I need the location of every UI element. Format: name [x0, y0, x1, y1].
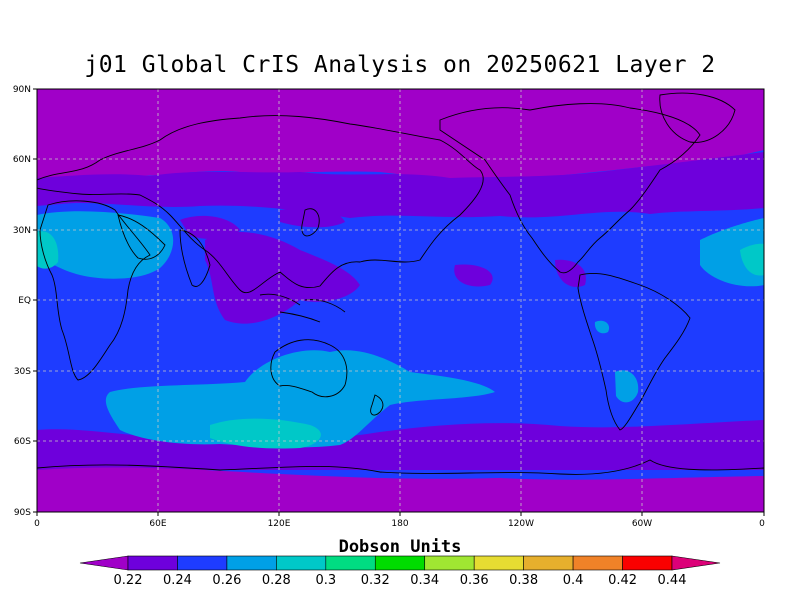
colorbar-swatch	[572, 555, 623, 571]
field-patch-central-america	[555, 259, 586, 288]
field-teal-atlantic	[740, 243, 764, 276]
coast-japan	[301, 208, 320, 237]
field-cyan-africa	[37, 211, 174, 279]
coast-new-zealand	[370, 394, 384, 416]
field-patch-asia	[180, 215, 240, 240]
lon-label: 180	[391, 519, 408, 529]
field-patch-pacific	[454, 264, 493, 287]
latitude-labels: 90N 60N 30N EQ 30S 60S 90S	[13, 85, 31, 518]
coast-africa	[39, 200, 151, 381]
coast-india	[179, 229, 211, 287]
colorbar-tick-label: 0.4	[563, 573, 584, 588]
field-north-band	[37, 152, 764, 218]
colorbar-swatch	[177, 555, 228, 571]
colorbar-swatch	[325, 555, 376, 571]
colorbar-tick-label: 0.42	[608, 573, 637, 588]
colorbar-swatch	[226, 555, 277, 571]
colorbar-arrow-left	[79, 555, 129, 571]
lat-label: 30N	[13, 226, 31, 236]
lon-label: 0	[759, 519, 765, 529]
colorbar-swatch	[276, 555, 327, 571]
lon-label: 120W	[508, 519, 534, 529]
coast-north-america	[439, 103, 701, 274]
lat-label: 60S	[14, 437, 31, 447]
colorbar-arrow-right	[671, 555, 721, 571]
field-south-band	[37, 420, 764, 470]
colorbar-tick-label: 0.38	[509, 573, 538, 588]
field-patch-pacific-north	[280, 208, 345, 228]
colorbar-swatch	[424, 555, 475, 571]
field-cyan-southern	[105, 350, 496, 448]
colorbar-tick-label: 0.28	[262, 573, 291, 588]
lon-label: 60E	[149, 519, 166, 529]
lat-label: 90S	[14, 508, 31, 518]
map-title: j01 Global CrIS Analysis on 20250621 Lay…	[84, 52, 716, 78]
lon-label: 120E	[268, 519, 291, 529]
colorbar-tick-label: 0.36	[460, 573, 489, 588]
coast-antarctica	[37, 459, 764, 475]
field-cyan-amazon	[594, 320, 610, 334]
lat-label: 60N	[13, 155, 31, 165]
map-grid	[37, 89, 764, 512]
field-teal-africa	[37, 231, 59, 269]
colorbar-title: Dobson Units	[338, 537, 462, 557]
coastlines	[37, 92, 764, 475]
lon-label: 60W	[632, 519, 652, 529]
lat-label: 30S	[14, 367, 31, 377]
lon-label: 0	[34, 519, 40, 529]
colorbar-tick-label: 0.3	[315, 573, 336, 588]
colorbar-tick-label: 0.34	[410, 573, 439, 588]
colorbar-swatch	[127, 555, 178, 571]
lat-label: 90N	[13, 85, 31, 95]
longitude-labels: 0 60E 120E 180 120W 60W 0	[34, 519, 765, 529]
coast-greenland	[659, 92, 736, 143]
coast-eurasia	[37, 115, 484, 293]
field-south-polar	[37, 467, 764, 512]
colorbar-tick-label: 0.24	[163, 573, 192, 588]
colorbar-tick-label: 0.22	[114, 573, 143, 588]
axis-ticks	[33, 88, 765, 516]
field-cyan-south-america	[615, 370, 639, 403]
colorbar-tick-label: 0.44	[658, 573, 687, 588]
coast-arabia	[117, 214, 166, 260]
ozone-field	[37, 89, 764, 512]
colorbar: 0.22 0.24 0.26 0.28 0.3 0.32 0.34 0.36 0.38 0.4 0.…	[79, 555, 721, 588]
colorbar-swatch	[622, 555, 673, 571]
coast-australia	[270, 339, 348, 398]
colorbar-swatch	[374, 555, 426, 571]
lat-label: EQ	[18, 296, 31, 306]
colorbar-swatch	[473, 555, 524, 571]
coast-south-america	[577, 273, 691, 431]
colorbar-tick-label: 0.32	[361, 573, 390, 588]
colorbar-tick-label: 0.26	[212, 573, 241, 588]
colorbar-swatch	[523, 555, 574, 571]
